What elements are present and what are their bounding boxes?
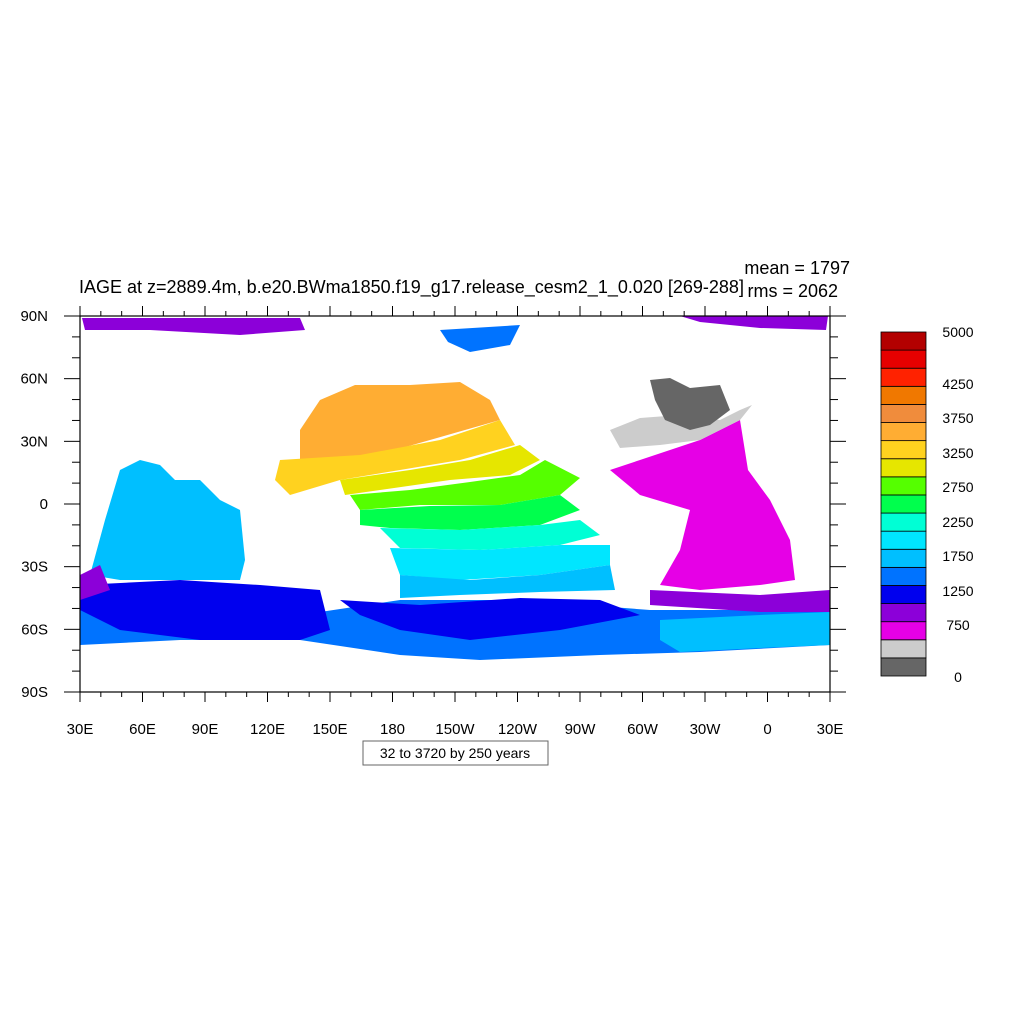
mean-label: mean = 1797 [744,258,850,278]
region-north-pacific [300,382,500,470]
region-bering-blue [440,325,520,352]
colorbar-swatch [880,367,927,387]
colorbar-swatch [880,404,927,423]
colorbar-label: 4250 [942,376,973,392]
region-arctic-strip [82,318,305,335]
colorbar-swatch [880,458,927,478]
colorbar-swatch [880,494,927,514]
footer-label: 32 to 3720 by 250 years [380,745,530,761]
colorbar-label: 5000 [942,324,973,340]
colorbar-swatch [880,639,927,659]
region-indian-ocean [90,460,245,580]
colorbar-swatch [880,585,927,604]
colorbar-label: 0 [954,669,962,685]
colorbar-swatch [880,476,927,496]
y-tick-label: 60N [20,371,48,388]
x-tick-label: 120W [498,721,538,738]
colorbar: 5000 4250 3750 3250 2750 2250 1750 1250 750 0 [880,324,974,685]
region-north-atlantic-grey [610,405,752,448]
colorbar-label: 1750 [942,548,973,564]
region-equatorial-pacific [350,460,580,510]
colorbar-swatch [880,548,927,568]
x-tick-label: 150E [312,721,347,738]
map-axes: 30E 60E 90E 120E 150E 180 150W 120W 90W 60W 30W 0 30… [20,306,846,738]
region-nordic-seas [650,378,730,430]
colorbar-swatch [880,422,927,442]
y-tick-label: 30S [21,559,48,576]
region-south-pacific-light [400,565,615,598]
x-tick-label: 30E [817,721,844,738]
colorbar-swatch [880,657,927,677]
x-tick-label: 30W [690,721,722,738]
colorbar-label: 3750 [942,410,973,426]
colorbar-swatch [880,440,927,460]
region-south-pacific-deep [340,598,640,640]
rms-label: rms = 2062 [747,281,838,301]
colorbar-label: 2250 [942,514,973,530]
region-arctic-strip-east [680,316,828,330]
footer-box [362,740,549,766]
region-pacific-green-band [360,495,580,530]
colorbar-label: 2750 [942,479,973,495]
y-tick-label: 90S [21,684,48,701]
region-southern-ocean-deep [80,580,330,640]
region-pacific-yellow-band [340,445,540,495]
y-tick-label: 60S [21,621,48,638]
x-tick-label: 90W [565,721,597,738]
colorbar-swatch [880,349,927,369]
map-plot-area [80,316,830,692]
colorbar-swatch [880,331,927,351]
colorbar-swatch [880,530,927,550]
x-tick-label: 90E [192,721,219,738]
colorbar-swatch [880,385,927,405]
x-tick-label: 0 [763,721,771,738]
colorbar-label: 1250 [942,583,973,599]
region-south-atlantic-band [650,590,830,612]
region-pacific-orange-band [275,420,515,495]
x-tick-label: 120E [250,721,285,738]
region-west-indian-purple [80,565,110,600]
y-tick-label: 0 [40,496,48,513]
region-south-pacific [390,545,610,580]
map-title: IAGE at z=2889.4m, b.e20.BWma1850.f19_g1… [79,277,744,298]
colorbar-swatch [880,512,927,532]
x-tick-label: 180 [380,721,405,738]
colorbar-label: 750 [946,617,970,633]
x-tick-label: 60W [627,721,659,738]
x-tick-label: 30E [67,721,94,738]
colorbar-swatch [880,603,927,623]
y-tick-label: 90N [20,308,48,325]
colorbar-swatch [880,566,927,586]
region-pacific-teal-band [380,520,600,550]
x-tick-label: 60E [129,721,156,738]
region-weddell-light [660,612,830,652]
region-atlantic [610,420,795,590]
colorbar-label: 3250 [942,445,973,461]
y-tick-label: 30N [20,433,48,450]
colorbar-swatch [880,621,927,641]
x-tick-label: 150W [435,721,475,738]
